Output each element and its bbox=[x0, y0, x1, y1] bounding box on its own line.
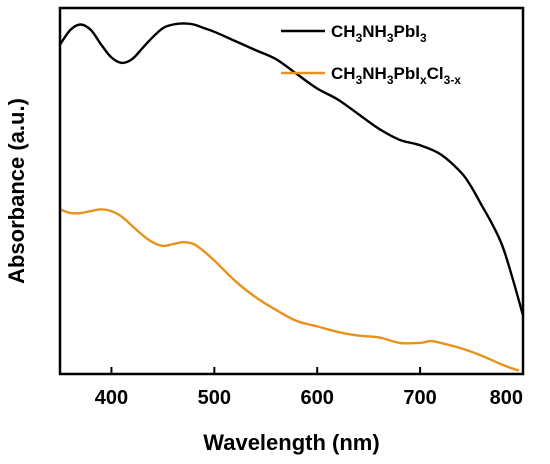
legend-text-part: Cl bbox=[427, 64, 444, 83]
legend-subscript: x bbox=[420, 73, 427, 87]
legend-item: CH3NH3PbIxCl3-x bbox=[281, 64, 461, 87]
legend-text-part: NH bbox=[362, 64, 387, 83]
series-line-1 bbox=[58, 22, 525, 317]
legend-subscript: 3 bbox=[387, 73, 394, 87]
legend-text-part: PbI bbox=[394, 64, 420, 83]
series-line-2 bbox=[58, 208, 520, 372]
legend-text-part: CH bbox=[331, 22, 356, 41]
x-tick-label: 400 bbox=[95, 387, 128, 409]
legend-subscript: 3 bbox=[356, 31, 363, 45]
y-axis-title: Absorbance (a.u.) bbox=[4, 98, 29, 284]
legend-item: CH3NH3PbI3 bbox=[281, 22, 427, 45]
legend-text-part: NH bbox=[362, 22, 387, 41]
legend-label: CH3NH3PbIxCl3-x bbox=[331, 64, 461, 87]
legend-subscript: 3 bbox=[356, 73, 363, 87]
legend-subscript: 3 bbox=[420, 31, 427, 45]
plot-frame bbox=[58, 6, 525, 376]
legend-label: CH3NH3PbI3 bbox=[331, 22, 427, 45]
x-axis-title: Wavelength (nm) bbox=[203, 430, 379, 455]
x-tick-label: 700 bbox=[403, 387, 436, 409]
series-layer bbox=[58, 22, 525, 372]
x-tick-label: 500 bbox=[198, 387, 231, 409]
x-tick-label: 800 bbox=[490, 387, 523, 409]
legend-subscript: 3 bbox=[387, 31, 394, 45]
legend-subscript: 3-x bbox=[444, 73, 462, 87]
x-ticks: 400 500 600 700 800 bbox=[95, 367, 524, 409]
legend-text-part: PbI bbox=[394, 22, 420, 41]
legend-text-part: CH bbox=[331, 64, 356, 83]
x-tick-label: 600 bbox=[301, 387, 334, 409]
